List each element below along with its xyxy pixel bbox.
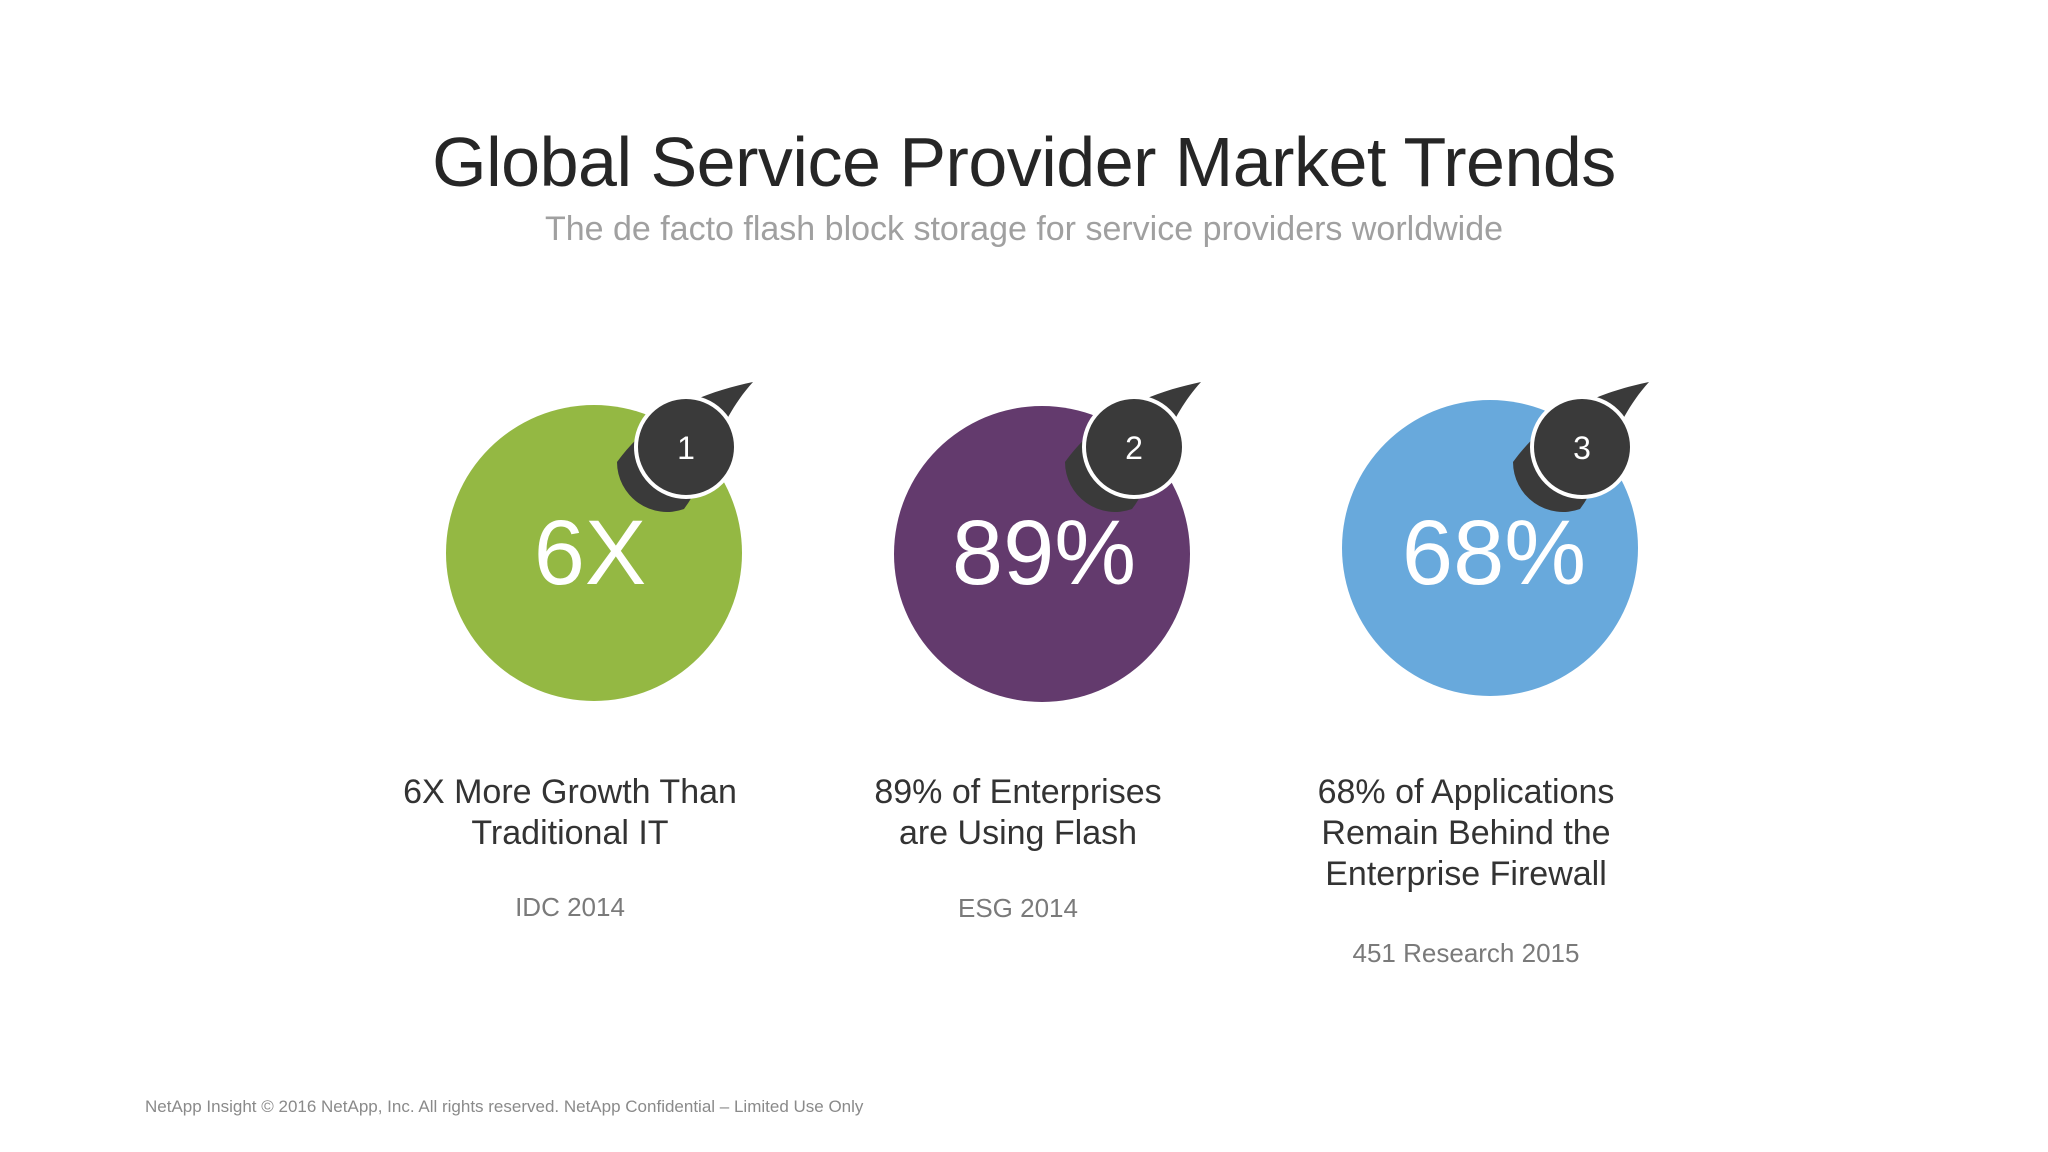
stat-card-2: 2 89% 89% of Enterprises are Using Flash…	[768, 0, 1268, 1000]
stat-circle-graphic: 3 68%	[1342, 382, 1649, 696]
badge-circle	[634, 395, 738, 499]
stat-source-3: 451 Research 2015	[1352, 938, 1580, 968]
stat-source-1: IDC 2014	[515, 892, 625, 922]
stat-source-2: ESG 2014	[958, 893, 1078, 923]
stat-card-3: 3 68% 68% of Applications Remain Behind …	[1216, 0, 1716, 1000]
stat-circle-graphic: 2 89%	[894, 382, 1201, 702]
stat-value: 6X	[534, 502, 647, 604]
stat-graphic-2: 2 89%	[768, 370, 1268, 730]
stat-graphic-1: 1 6X	[320, 370, 820, 730]
stat-description-line: 68% of Applications	[1317, 773, 1615, 811]
stat-value: 68%	[1402, 502, 1586, 604]
stat-number: 1	[677, 430, 695, 466]
slide-subtitle: The de facto flash block storage for ser…	[544, 210, 1504, 248]
badge-circle	[1530, 395, 1634, 499]
stat-description-line: are Using Flash	[898, 814, 1138, 852]
stat-card-1: 1 6X 6X More Growth Than Traditional IT …	[320, 0, 820, 1000]
stat-description-line: Traditional IT	[471, 814, 669, 852]
stat-description-line: Enterprise Firewall	[1325, 855, 1607, 893]
stat-value: 89%	[952, 502, 1136, 604]
slide-title: Global Service Provider Market Trends	[432, 123, 1616, 201]
stat-number: 2	[1125, 430, 1143, 466]
badge-circle	[1082, 395, 1186, 499]
stat-description-3: 68% of Applications Remain Behind the En…	[1216, 772, 1716, 895]
stat-description-line: 89% of Enterprises	[874, 773, 1162, 811]
stat-circle-graphic: 1 6X	[446, 382, 753, 701]
stat-description-2: 89% of Enterprises are Using Flash	[768, 772, 1268, 854]
stat-graphic-3: 3 68%	[1216, 370, 1716, 730]
stat-description-line: Remain Behind the	[1321, 814, 1611, 852]
stat-number: 3	[1573, 430, 1591, 466]
stat-description-line: 6X More Growth Than	[403, 773, 737, 811]
stat-description-1: 6X More Growth Than Traditional IT	[320, 772, 820, 854]
footer-copyright: NetApp Insight © 2016 NetApp, Inc. All r…	[145, 1097, 864, 1116]
